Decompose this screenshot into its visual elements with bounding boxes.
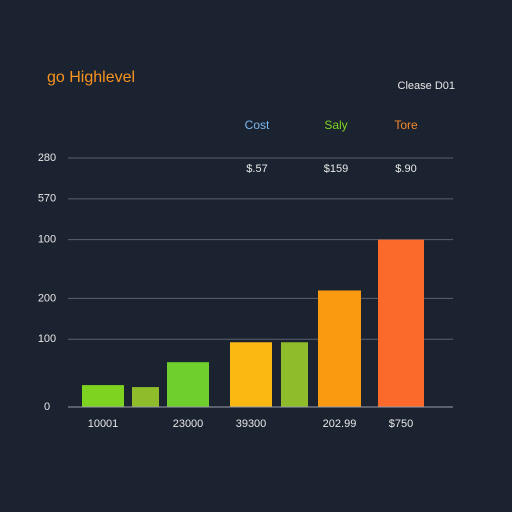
bar [132, 387, 159, 407]
legend-value: $159 [324, 163, 348, 175]
x-tick-label: 202.99 [323, 418, 357, 430]
x-tick-label: $750 [389, 418, 413, 430]
chart-title: go Highlevel [47, 69, 135, 86]
x-tick-label: 39300 [236, 418, 267, 430]
x-tick-label: 10001 [88, 418, 119, 430]
chart-subtitle: Clease D01 [398, 80, 455, 92]
bar [378, 239, 424, 407]
y-tick-label: 0 [44, 401, 50, 413]
bar [167, 362, 209, 407]
legend-value: $.57 [246, 163, 267, 175]
legend-label: Cost [245, 118, 270, 132]
y-tick-label: 100 [38, 333, 56, 345]
legend-label: Tore [394, 118, 418, 132]
y-tick-label: 200 [38, 292, 56, 304]
x-tick-label: 23000 [173, 418, 204, 430]
bar [281, 342, 308, 407]
bar [318, 290, 361, 407]
legend-label: Saly [324, 118, 347, 132]
y-tick-label: 280 [38, 152, 56, 164]
y-tick-label: 100 [38, 234, 56, 246]
bar [82, 385, 124, 407]
bar [230, 342, 272, 407]
legend-value: $.90 [395, 163, 416, 175]
y-tick-label: 570 [38, 193, 56, 205]
